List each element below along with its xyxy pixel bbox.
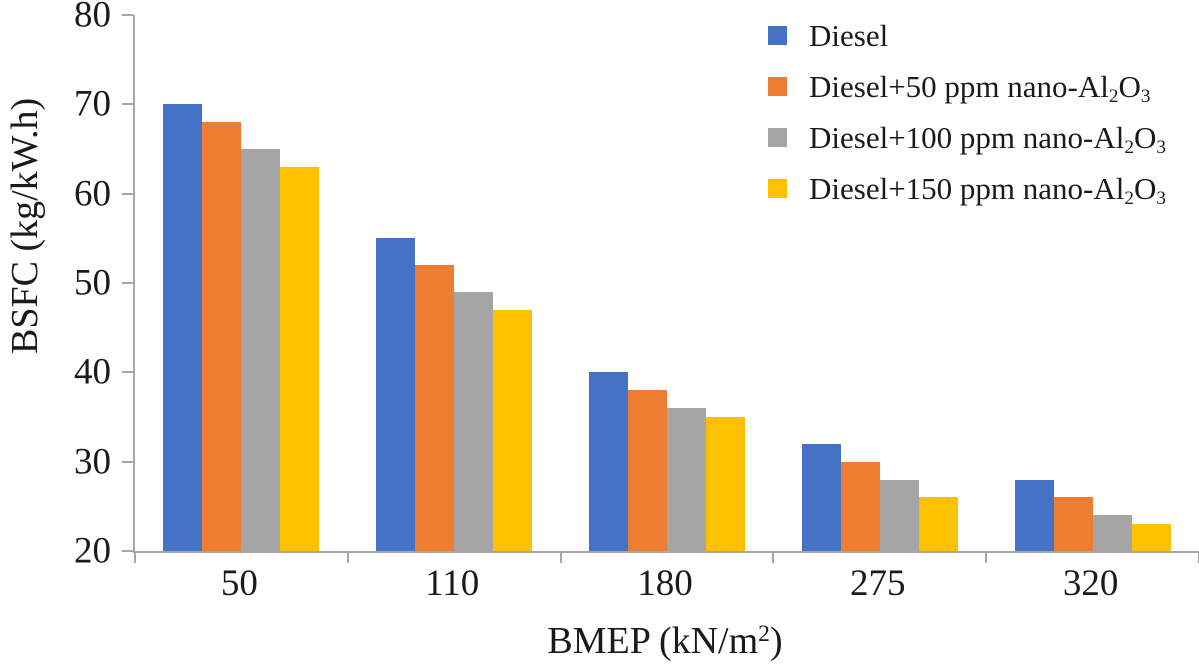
label-segment: 2 [1108, 86, 1119, 108]
label-segment: 2 [758, 621, 770, 648]
label-segment: Diesel+150 ppm nano-Al [809, 171, 1125, 206]
y-axis-labels: 80 70 60 50 40 30 20 [0, 0, 111, 570]
bar [280, 166, 320, 551]
legend: Diesel Diesel+50 ppm nano-Al2O3 Diesel+100… [768, 10, 1166, 214]
x-tick-label: 50 [220, 563, 258, 604]
legend-marker [768, 179, 787, 198]
x-tick-mark [772, 553, 775, 563]
bar [1092, 515, 1132, 551]
bar [415, 265, 455, 551]
bar-group-50 [135, 15, 348, 551]
bar [493, 309, 533, 551]
bar [1053, 497, 1093, 551]
x-tick-mark [559, 553, 562, 563]
x-axis-title: BMEP (kN/m2) [133, 622, 1197, 660]
legend-row: Diesel+100 ppm nano-Al2O3 [768, 112, 1166, 163]
bar [879, 479, 919, 551]
legend-row: Diesel+150 ppm nano-Al2O3 [768, 163, 1166, 214]
y-tick-mark [122, 192, 133, 195]
x-tick-mark [134, 553, 136, 563]
y-tick-label: 70 [74, 83, 111, 125]
y-tick-label: 40 [74, 351, 111, 393]
bar [163, 104, 203, 551]
label-segment: O [1133, 171, 1157, 206]
bar [376, 238, 416, 551]
x-tick-label: 320 [1062, 563, 1119, 604]
bar-groups [135, 15, 1199, 551]
label-segment: 2 [1124, 188, 1134, 210]
x-axis-labels: 50 110 180 275 320 [133, 565, 1197, 602]
y-tick-mark [122, 282, 133, 284]
legend-label: Diesel+150 ppm nano-Al2O3 [809, 171, 1166, 208]
legend-row: Diesel+50 ppm nano-Al2O3 [768, 61, 1166, 112]
bar-group-275 [773, 15, 986, 551]
legend-label: Diesel [809, 20, 888, 51]
legend-label: Diesel+50 ppm nano-Al2O3 [809, 69, 1150, 106]
label-segment: O [1133, 120, 1157, 155]
y-tick-mark [122, 550, 133, 552]
x-tick-mark [985, 553, 988, 563]
bar [627, 390, 667, 551]
legend-marker [768, 26, 787, 45]
y-tick-label: 60 [74, 173, 111, 215]
label-segment: 3 [1140, 86, 1151, 108]
label-segment: 2 [1124, 137, 1134, 159]
label-segment: Diesel+50 ppm nano-Al [809, 69, 1109, 104]
plot-area [122, 14, 1199, 563]
x-tick-label: 180 [637, 563, 693, 604]
label-segment: BMEP (kN/m [547, 620, 759, 662]
label-segment: ) [769, 620, 783, 662]
label-segment: 3 [1156, 188, 1166, 210]
y-tick-mark [122, 14, 133, 16]
legend-marker [768, 77, 787, 96]
legend-marker [768, 128, 787, 147]
x-tick-label: 110 [425, 563, 480, 604]
bar [666, 408, 706, 551]
bar [1131, 524, 1171, 551]
bar-group-110 [348, 15, 561, 551]
label-segment: Diesel [809, 18, 889, 53]
y-tick-label: 50 [74, 262, 111, 304]
bar [454, 291, 494, 551]
bar [801, 443, 841, 551]
y-tick-mark [122, 103, 133, 106]
bar-group-320 [986, 15, 1199, 551]
y-tick-mark [122, 460, 133, 463]
x-tick-mark [346, 553, 349, 563]
label-segment: O [1118, 69, 1141, 104]
bar-group-180 [561, 15, 774, 551]
bar [705, 417, 745, 551]
bar [840, 461, 880, 551]
x-tick-label: 275 [850, 563, 906, 604]
y-tick-label: 80 [74, 0, 111, 36]
y-tick-label: 30 [74, 441, 111, 483]
legend-label: Diesel+100 ppm nano-Al2O3 [809, 120, 1166, 157]
y-tick-mark [122, 371, 133, 374]
label-segment: 3 [1156, 137, 1166, 159]
label-segment: Diesel+100 ppm nano-Al [809, 120, 1125, 155]
legend-row: Diesel [768, 10, 1166, 61]
y-tick-label: 20 [74, 530, 111, 572]
bar [588, 372, 628, 551]
bar [918, 497, 958, 551]
bar [1014, 479, 1054, 551]
bar [241, 149, 281, 551]
bar [202, 122, 242, 551]
